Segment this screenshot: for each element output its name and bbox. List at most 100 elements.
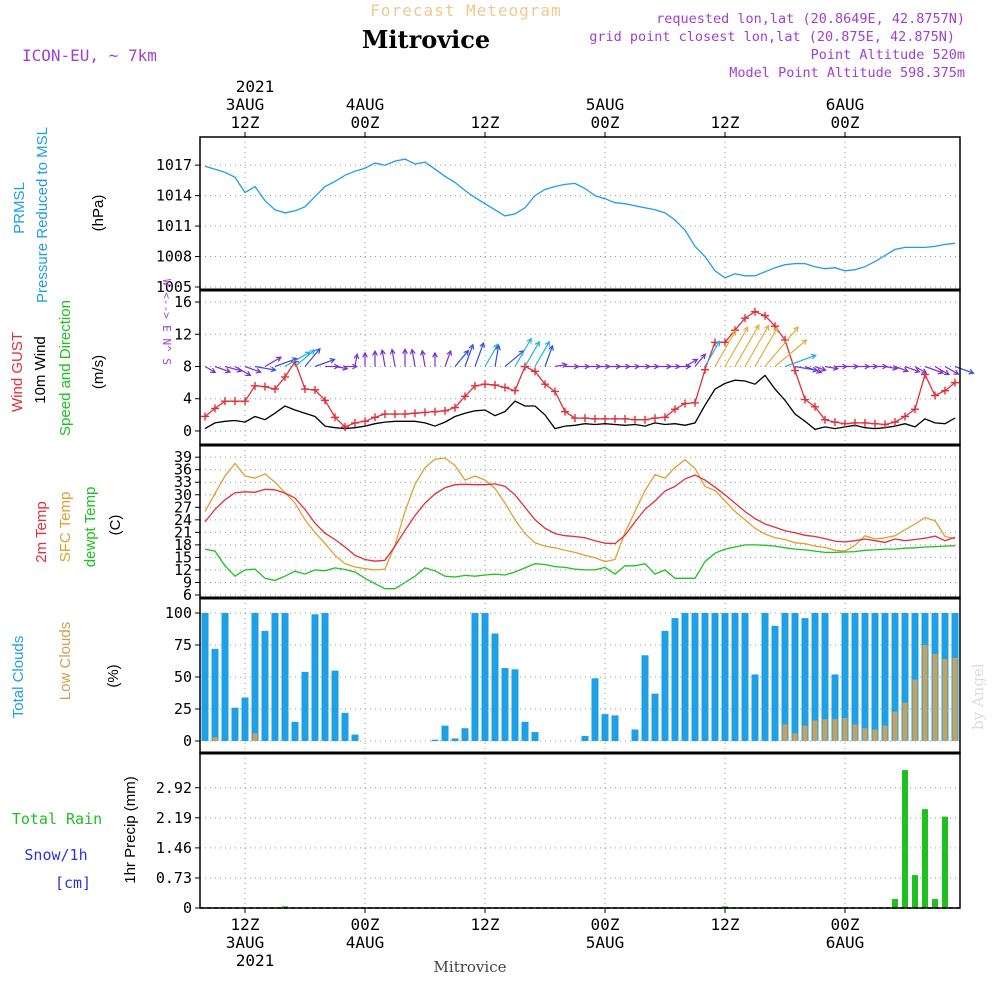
wind-gust-point: [851, 418, 859, 427]
wind-gust-point: [881, 420, 889, 429]
clouds-panel: 0 25 50 75 100: [165, 598, 960, 753]
wind-arrow: [474, 341, 485, 367]
y-tick-label: 39: [174, 448, 192, 466]
wind-arrow: [534, 340, 550, 367]
precip-panel: 0 0.73 1.46 2.19 2.92: [156, 753, 960, 917]
wind-arrow: [234, 365, 252, 377]
y-tick-label: 25: [174, 700, 192, 718]
y-tick-label: 36: [174, 461, 192, 479]
y-tick-label: 4: [183, 390, 192, 408]
bottom-hour-label: 12Z: [471, 915, 500, 934]
wind-arrow: [362, 351, 368, 367]
low-cloud-bar: [852, 724, 858, 741]
total-cloud-bar: [661, 630, 669, 741]
wind-gust-point: [371, 413, 379, 422]
y-tick-label: 33: [174, 473, 192, 491]
low-cloud-bar: [802, 725, 808, 741]
rain-bar: [922, 809, 928, 908]
grid-point-coords: grid point closest lon,lat (20.875E, 42.…: [589, 29, 955, 45]
bottom-location-label: Mitrovice: [434, 958, 507, 976]
wind-arrow: [914, 365, 928, 374]
total-cloud-bar: [611, 715, 619, 741]
total-cloud-bar: [501, 668, 509, 741]
wind-arrow: [379, 348, 386, 367]
wind-gust-point: [601, 414, 609, 423]
pressure-labels: PRMSL Pressure Reduced to MSL (hPa): [11, 127, 107, 303]
wind-gust-point: [391, 410, 399, 419]
y-tick-label: 2.19: [156, 809, 192, 827]
wind-arrow: [924, 365, 945, 375]
sfc-temp-line: [204, 457, 956, 571]
total-cloud-bar: [431, 739, 439, 741]
y-tick-label: 0: [183, 899, 192, 917]
total-cloud-bar: [771, 625, 779, 741]
total-cloud-bar: [261, 630, 269, 741]
total-cloud-bar: [651, 693, 659, 741]
pressure-line: [204, 158, 956, 279]
wind-compass: W <--> E N^ S: [160, 279, 173, 365]
temperature-labels: 2m Temp SFC Temp dewpt Temp (C): [33, 487, 124, 568]
total-cloud-bar: [641, 655, 649, 741]
top-date-label: 5AUG: [586, 95, 625, 114]
wind-arrow: [420, 349, 426, 367]
bottom-date-label: 5AUG: [586, 933, 625, 952]
wind-arrow: [454, 349, 470, 367]
total-cloud-bar: [281, 613, 289, 741]
wind-arrow: [694, 353, 707, 367]
wind-gust-point: [761, 311, 769, 320]
wind-panel: 0 4 8 12 16: [174, 290, 975, 445]
total-cloud-bar: [581, 735, 589, 741]
total-cloud-bar: [731, 613, 739, 741]
y-tick-label: 0.73: [156, 869, 192, 887]
wind-arrow: [704, 340, 721, 367]
y-tick-label: 30: [174, 486, 192, 504]
requested-coords: requested lon,lat (20.8649E, 42.8757N): [656, 11, 965, 27]
total-clouds-label: Total Clouds: [10, 636, 27, 719]
temp-dewpt-label: dewpt Temp: [82, 487, 99, 568]
wind-gust-point: [261, 382, 269, 391]
wind-gust-point: [271, 385, 279, 394]
total-cloud-bar: [521, 721, 529, 741]
wind-gust-point: [341, 422, 349, 431]
bottom-date-label: 6AUG: [826, 933, 865, 952]
wind-gust-point: [801, 395, 809, 404]
wind-arrow: [724, 326, 749, 367]
wind-arrow: [684, 358, 699, 368]
total-cloud-bar: [461, 728, 469, 741]
snow-label: Snow/1h: [24, 846, 87, 864]
wind-arrow: [214, 365, 232, 374]
wind-gust-point: [561, 407, 569, 416]
wind-gust-point: [641, 415, 649, 424]
y-tick-label: 8: [183, 358, 192, 376]
wind-arrow: [814, 365, 827, 372]
wind-arrow: [244, 365, 262, 374]
total-cloud-bar: [881, 613, 889, 741]
wind-gust-point: [351, 418, 359, 427]
total-cloud-bar: [691, 613, 699, 741]
total-cloud-bar: [351, 734, 359, 741]
wind-gust-point: [951, 378, 959, 387]
wind-gust-point: [211, 404, 219, 413]
bottom-year-label: 2021: [236, 951, 275, 970]
wind-gust-point: [821, 415, 829, 424]
total-cloud-bar: [711, 613, 719, 741]
low-cloud-bar: [942, 659, 948, 741]
bottom-hour-label: 12Z: [711, 915, 740, 934]
low-cloud-bar: [882, 725, 888, 741]
total-cloud-bar: [681, 613, 689, 741]
wind-gust-point: [661, 413, 669, 422]
snow-unit-label: [cm]: [55, 874, 91, 892]
cloud-labels: Total Clouds Low Clouds (%): [10, 622, 122, 718]
wind-arrow: [204, 365, 217, 374]
wind-arrow: [372, 349, 378, 367]
top-date-label: 4AUG: [346, 95, 385, 114]
wind-gust-point: [841, 419, 849, 428]
top-hour-label: 12Z: [711, 113, 740, 132]
wind-gust-point: [621, 414, 629, 423]
wind-arrow: [784, 353, 817, 368]
wind-gust-point: [681, 399, 689, 408]
bottom-hour-label: 00Z: [351, 915, 380, 934]
wind-10m-label: 10m Wind: [32, 336, 49, 404]
low-cloud-bar: [212, 737, 218, 741]
